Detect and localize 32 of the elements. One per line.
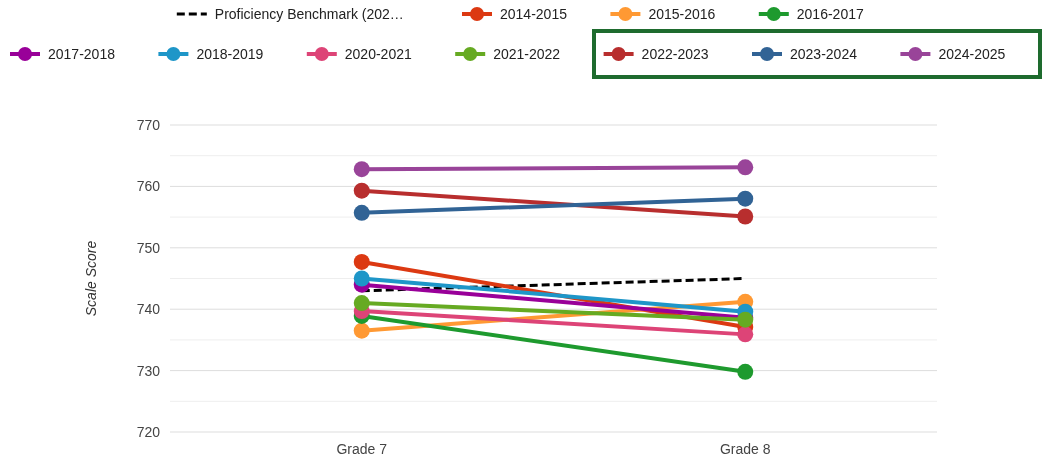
legend-label: 2020-2021 [344,45,412,62]
point [737,208,754,225]
legend-label: 2014-2015 [500,5,568,22]
legend-label: 2018-2019 [196,45,264,62]
y-tick-label: 730 [136,362,161,379]
point [737,363,754,380]
point [353,322,370,339]
legend-label: 2022-2023 [641,45,709,62]
y-tick-label: 740 [136,301,161,318]
x-tick-label: Grade 8 [719,441,771,457]
y-tick-label: 760 [136,178,161,195]
legend-label: 2016-2017 [796,5,864,22]
point [353,204,370,221]
point [353,295,370,312]
x-tick-label: Grade 7 [336,441,388,457]
point [737,326,754,343]
point [353,161,370,178]
y-tick-label: 770 [136,116,161,133]
legend-label: 2023-2024 [790,45,858,62]
y-axis-title: Scale Score [83,240,99,317]
point [737,190,754,207]
legend-label: 2015-2016 [648,5,716,22]
y-tick-label: 720 [136,423,161,440]
point [353,182,370,199]
legend-label: 2021-2022 [493,45,561,62]
point [353,253,370,270]
point [353,270,370,287]
y-tick-label: 750 [136,239,161,256]
point [737,159,754,176]
legend-label: 2017-2018 [48,45,116,62]
legend-label: 2024-2025 [938,45,1006,62]
legend-label: Proficiency Benchmark (202… [214,5,404,22]
